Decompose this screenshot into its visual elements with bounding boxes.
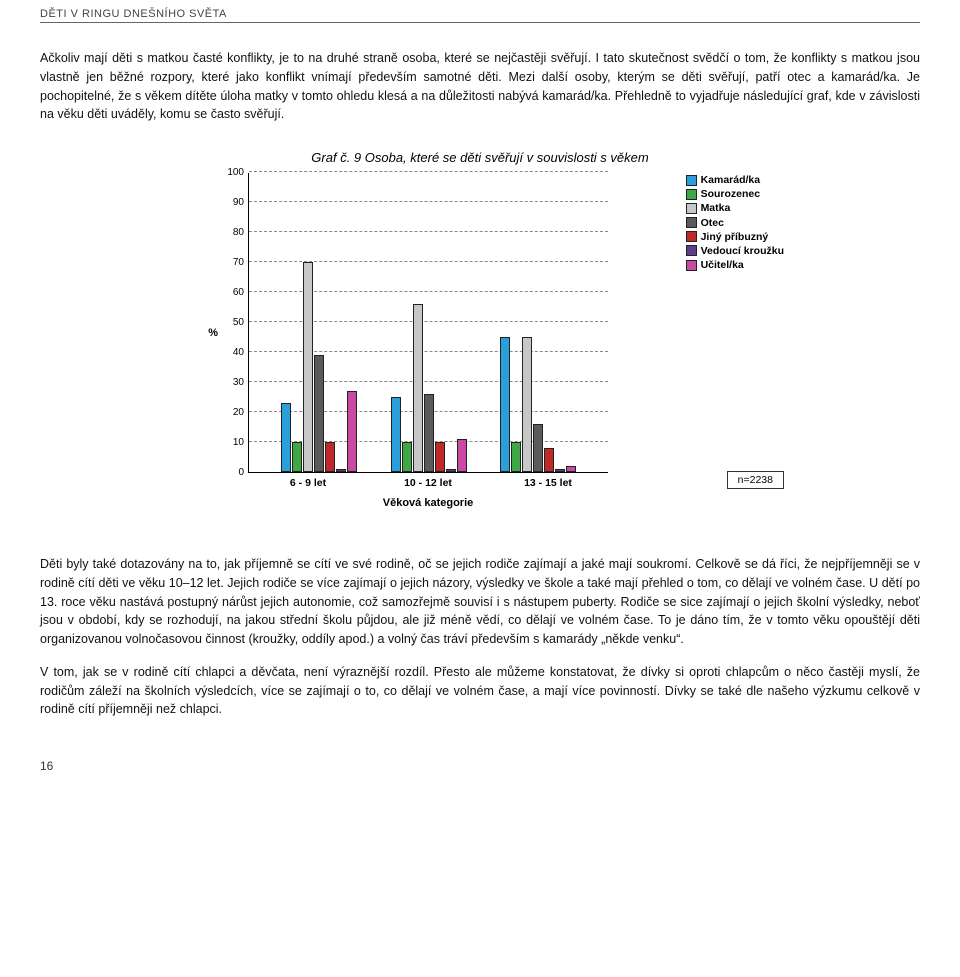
bar [424, 394, 434, 472]
bar [446, 469, 456, 472]
paragraph-1: Ačkoliv mají děti s matkou časté konflik… [40, 49, 920, 124]
bar [533, 424, 543, 472]
bar [413, 304, 423, 472]
chart: % 1009080706050403020100 Kamarád/kaSouro… [200, 173, 760, 509]
bar [457, 439, 467, 472]
bar [522, 337, 532, 472]
bar [402, 442, 412, 472]
bar [511, 442, 521, 472]
bar [391, 397, 401, 472]
y-axis-ticks: 1009080706050403020100 [222, 158, 244, 473]
bar [314, 355, 324, 472]
sample-size-box: n=2238 [727, 471, 784, 489]
bar [303, 262, 313, 472]
bar [544, 448, 554, 472]
bar [347, 391, 357, 472]
bar [555, 469, 565, 472]
bar [435, 442, 445, 472]
x-axis-label: Věková kategorie [248, 497, 608, 509]
bar [281, 403, 291, 472]
chart-title: Graf č. 9 Osoba, které se děti svěřují v… [40, 150, 920, 165]
chart-plot-area [248, 173, 608, 473]
header-rule [40, 22, 920, 23]
chart-legend: Kamarád/kaSourozenecMatkaOtecJiný příbuz… [686, 173, 784, 272]
bar [336, 469, 346, 472]
bar [325, 442, 335, 472]
bar [292, 442, 302, 472]
page-number: 16 [40, 759, 920, 773]
page-header: DĚTI V RINGU DNEŠNÍHO SVĚTA [40, 0, 920, 22]
y-axis-label: % [200, 173, 218, 339]
paragraph-3: V tom, jak se v rodině cítí chlapci a dě… [40, 663, 920, 719]
x-axis-ticks: 6 - 9 let10 - 12 let13 - 15 let [248, 477, 608, 489]
bar [500, 337, 510, 472]
bar [566, 466, 576, 472]
paragraph-2: Děti byly také dotazovány na to, jak pří… [40, 555, 920, 649]
